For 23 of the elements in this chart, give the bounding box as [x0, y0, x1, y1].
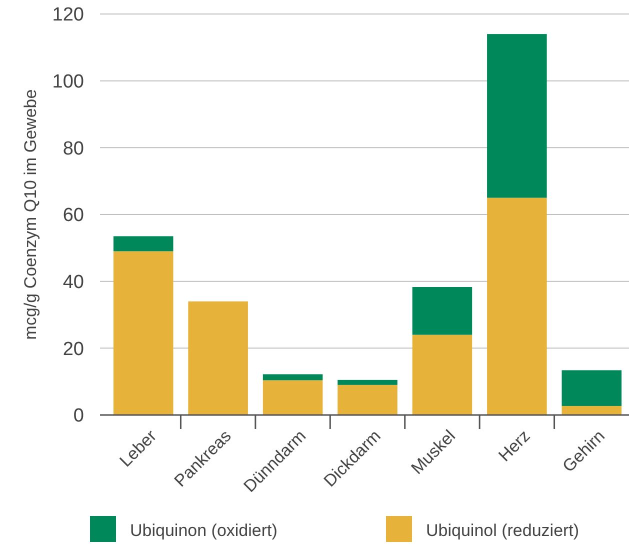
legend-label: Ubiquinon (oxidiert) — [130, 521, 278, 540]
y-tick-label: 60 — [62, 205, 84, 226]
bar — [113, 236, 174, 252]
bar — [412, 334, 472, 415]
bar — [338, 384, 398, 415]
y-tick-label: 80 — [62, 138, 84, 160]
bar — [487, 198, 547, 415]
bar — [188, 301, 248, 415]
bar — [262, 374, 323, 380]
bar — [113, 251, 174, 415]
bar — [487, 34, 547, 198]
y-tick-label: 100 — [52, 71, 84, 92]
y-tick-label: 20 — [62, 338, 84, 360]
bar — [562, 370, 622, 406]
bar — [562, 406, 622, 415]
legend-label: Ubiquinol (reduziert) — [426, 521, 580, 540]
y-axis-title: mcg/g Coenzym Q10 im Gewebe — [21, 89, 40, 340]
y-tick-label: 120 — [52, 4, 84, 26]
y-tick-label: 40 — [62, 272, 84, 293]
bar — [338, 380, 398, 385]
bar — [412, 287, 472, 335]
bar — [262, 380, 323, 415]
y-tick-label: 0 — [73, 406, 84, 427]
